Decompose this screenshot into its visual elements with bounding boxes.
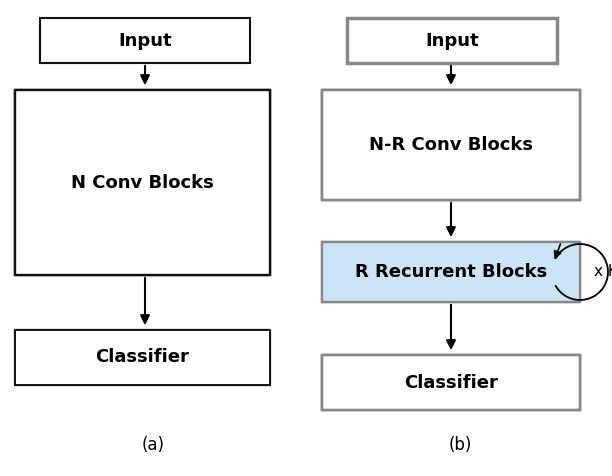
Text: Input: Input bbox=[425, 31, 479, 50]
Text: R Recurrent Blocks: R Recurrent Blocks bbox=[355, 263, 547, 281]
FancyBboxPatch shape bbox=[15, 90, 270, 275]
FancyBboxPatch shape bbox=[40, 18, 250, 63]
FancyBboxPatch shape bbox=[322, 355, 580, 410]
Text: Classifier: Classifier bbox=[404, 374, 498, 391]
Text: (a): (a) bbox=[141, 436, 165, 454]
Text: (b): (b) bbox=[449, 436, 472, 454]
FancyBboxPatch shape bbox=[322, 242, 580, 302]
Text: N-R Conv Blocks: N-R Conv Blocks bbox=[369, 136, 533, 154]
FancyBboxPatch shape bbox=[15, 330, 270, 385]
Text: Input: Input bbox=[118, 31, 172, 50]
Text: x K: x K bbox=[594, 265, 612, 279]
FancyBboxPatch shape bbox=[347, 18, 557, 63]
Text: N Conv Blocks: N Conv Blocks bbox=[71, 173, 214, 191]
Text: Classifier: Classifier bbox=[95, 348, 190, 367]
FancyBboxPatch shape bbox=[322, 90, 580, 200]
